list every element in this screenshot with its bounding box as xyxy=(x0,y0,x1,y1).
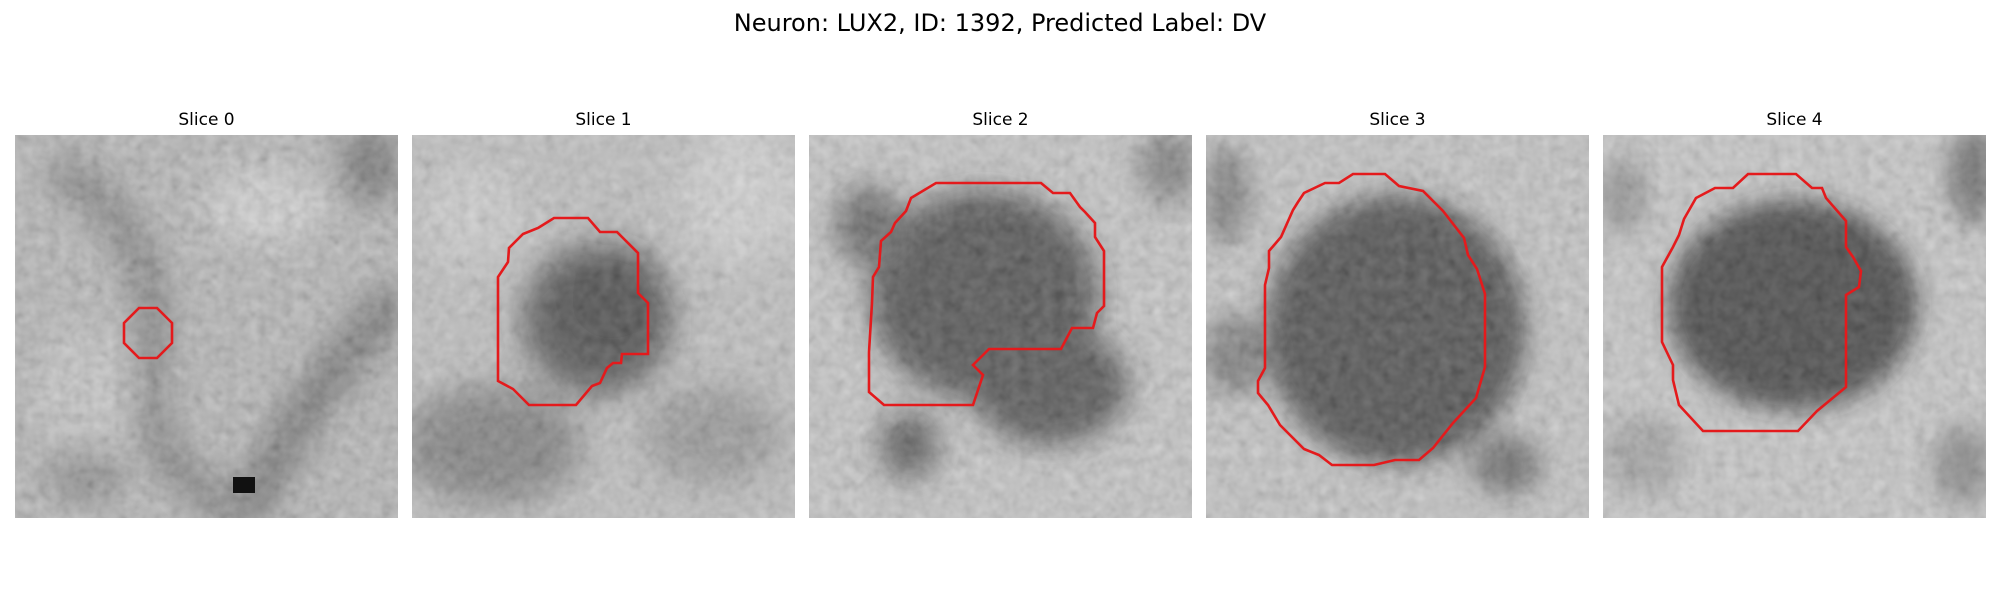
microscopy-slice-image xyxy=(15,135,398,518)
microscopy-slice-image xyxy=(1206,135,1589,518)
slice-panel-3: Slice 3 xyxy=(1206,108,1589,520)
slice-title: Slice 2 xyxy=(972,110,1029,130)
microscopy-slice-image xyxy=(412,135,795,518)
slice-panel-4: Slice 4 xyxy=(1603,108,1986,520)
slice-panel-1: Slice 1 xyxy=(412,108,795,520)
slice-title: Slice 3 xyxy=(1369,110,1426,130)
slice-panel-0: Slice 0 xyxy=(15,108,398,520)
slice-panel-2: Slice 2 xyxy=(809,108,1192,520)
microscopy-slice-image xyxy=(809,135,1192,518)
slice-title: Slice 1 xyxy=(575,110,632,130)
figure-title: Neuron: LUX2, ID: 1392, Predicted Label:… xyxy=(733,9,1267,37)
slice-title: Slice 0 xyxy=(178,110,235,130)
slice-title: Slice 4 xyxy=(1766,110,1823,130)
microscopy-slice-image xyxy=(1603,135,1986,518)
